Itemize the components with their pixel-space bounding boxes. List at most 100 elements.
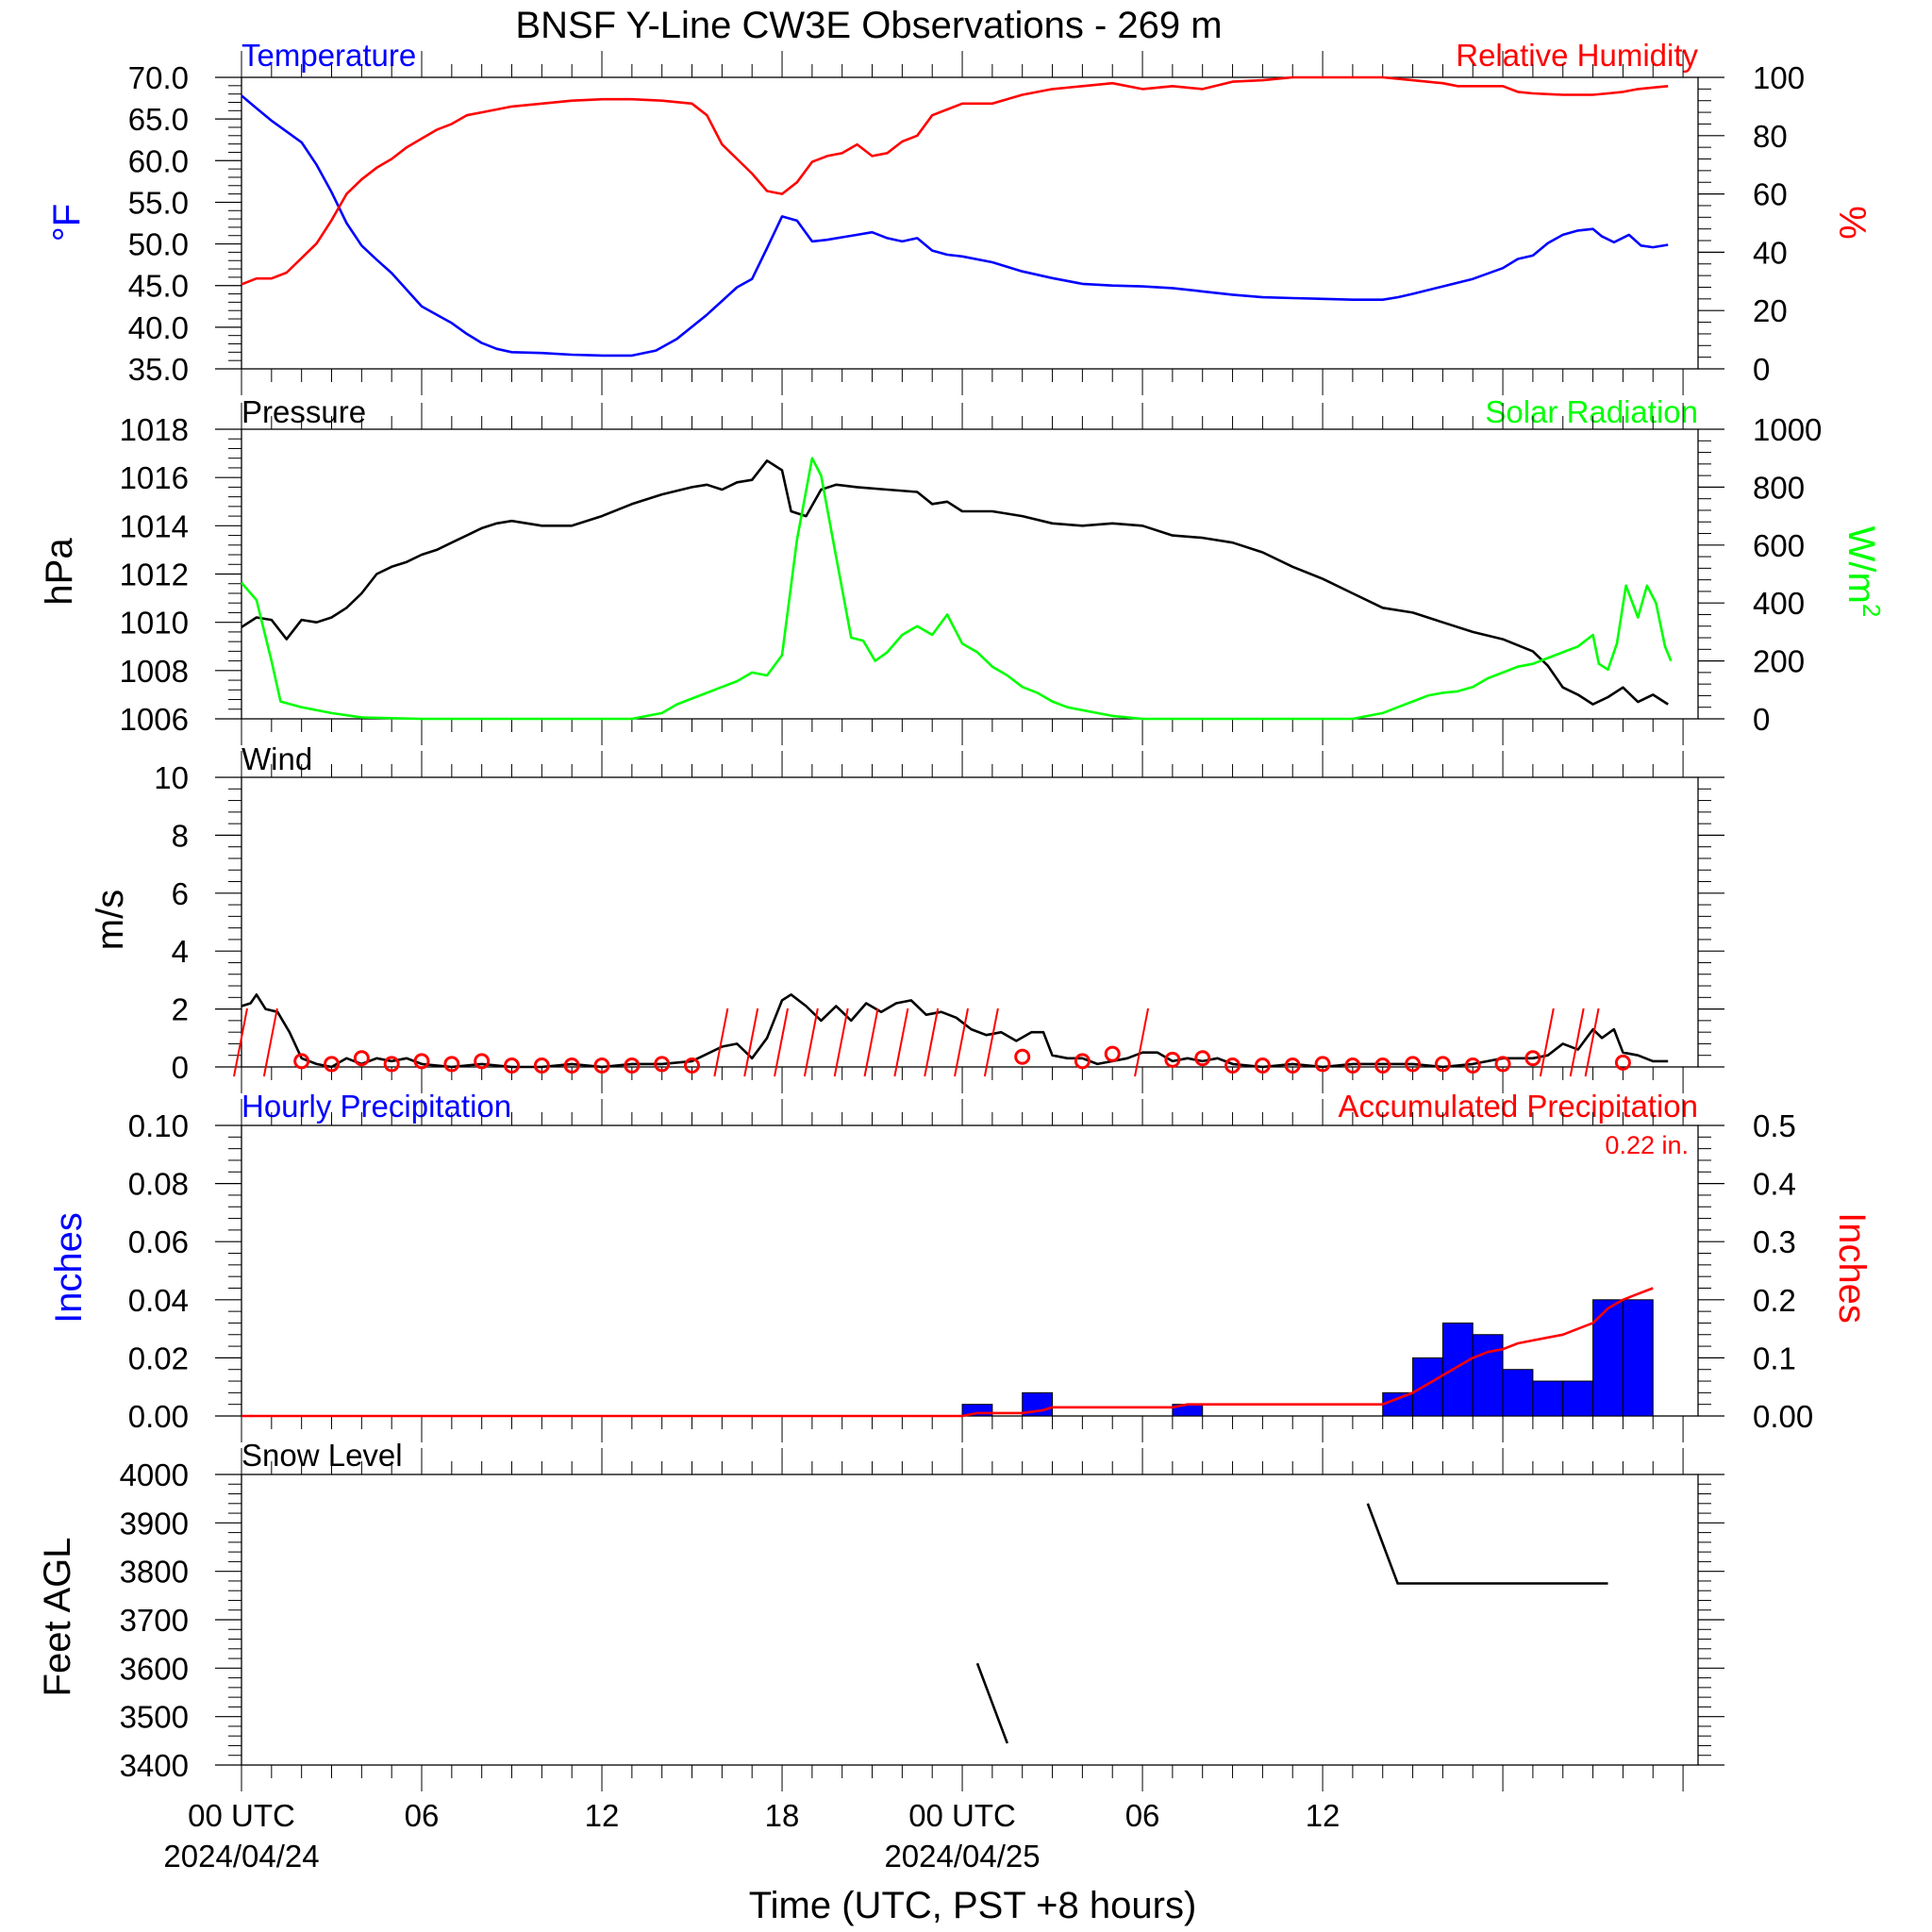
y2-tick-label: 0.00 <box>1753 1399 1813 1434</box>
y-tick-label: 8 <box>172 818 189 853</box>
y2-tick-label: 400 <box>1753 586 1805 621</box>
calm-wind-marker <box>1284 1057 1301 1074</box>
y-tick-label: 0.10 <box>128 1108 189 1143</box>
calm-wind-marker <box>324 1056 341 1073</box>
y2-tick-label: 20 <box>1753 293 1788 328</box>
temperature-humidity-panel: Temperature Relative Humidity °F % 35.0 4… <box>46 38 1873 395</box>
precip-bar <box>1502 1369 1534 1417</box>
calm-wind-marker <box>1344 1057 1361 1074</box>
y2-tick-label: 0 <box>1753 702 1770 737</box>
calm-wind-marker <box>1614 1054 1631 1071</box>
temperature-line <box>241 94 1669 358</box>
calm-wind-marker <box>1524 1050 1541 1067</box>
time-axis-label: Time (UTC, PST +8 hours) <box>749 1885 1197 1926</box>
calm-wind-marker <box>413 1053 430 1070</box>
y2-tick-label: 40 <box>1753 235 1788 270</box>
y2-tick-label: 60 <box>1753 177 1788 212</box>
wind-barb <box>1569 1008 1585 1077</box>
calm-wind-marker <box>1464 1057 1481 1074</box>
snow-level-title: Snow Level <box>242 1438 403 1473</box>
y-tick-label: 3900 <box>120 1506 189 1541</box>
y2-tick-label: 0.2 <box>1753 1283 1796 1318</box>
y2-tick-label: 800 <box>1753 470 1805 505</box>
precip-bar <box>1412 1357 1443 1417</box>
calm-wind-marker <box>1104 1045 1121 1062</box>
calm-wind-marker <box>293 1053 310 1070</box>
y-tick-label: 3700 <box>120 1603 189 1638</box>
y-tick-label: 1016 <box>120 460 189 495</box>
y-tick-label: 4000 <box>120 1457 189 1492</box>
y-tick-label: 6 <box>172 876 189 911</box>
y-tick-label: 0.02 <box>128 1341 189 1375</box>
y2-tick-label: 1000 <box>1753 412 1822 447</box>
wind-barb <box>1584 1008 1600 1077</box>
precip-bar <box>1562 1380 1594 1417</box>
calm-wind-marker <box>1374 1057 1391 1074</box>
plot-frame <box>241 76 1699 370</box>
precip-bar <box>1382 1391 1414 1417</box>
y-tick-label: 0.00 <box>128 1399 189 1434</box>
x-tick-label: 12 <box>585 1798 620 1833</box>
y-tick-label: 50.0 <box>128 227 189 262</box>
wind-barb <box>983 1008 999 1077</box>
calm-wind-marker <box>1254 1057 1271 1074</box>
snow-level-axis-label: Feet AGL <box>37 1538 78 1697</box>
y-tick-label: 45.0 <box>128 269 189 304</box>
plot-frame <box>241 776 1699 1068</box>
x-tick-label: 06 <box>1125 1798 1160 1833</box>
calm-wind-marker <box>1074 1053 1091 1070</box>
y-tick-label: 1012 <box>120 558 189 592</box>
calm-wind-marker <box>1224 1057 1241 1074</box>
figure-title: BNSF Y-Line CW3E Observations - 269 m <box>515 5 1222 46</box>
precip-bar <box>1441 1322 1474 1417</box>
wind-barb <box>743 1008 759 1077</box>
calm-wind-marker <box>684 1057 701 1074</box>
calm-wind-marker <box>563 1057 580 1074</box>
solar-radiation-line <box>241 457 1673 721</box>
x-tick-label: 12 <box>1306 1798 1341 1833</box>
calm-wind-marker <box>1314 1056 1331 1073</box>
wind-barb <box>713 1008 729 1077</box>
x-tick-label: 18 <box>765 1798 800 1833</box>
y-tick-label: 10 <box>154 760 189 795</box>
wind-barb <box>233 1008 248 1077</box>
solar-title: Solar Radiation <box>1485 394 1698 429</box>
calm-wind-marker <box>504 1057 521 1074</box>
accumulated-precipitation-line <box>242 1287 1654 1418</box>
calm-wind-marker <box>1014 1048 1031 1065</box>
temperature-title: Temperature <box>242 38 416 73</box>
y-tick-label: 1018 <box>120 412 189 447</box>
calm-wind-marker <box>474 1053 491 1070</box>
calm-wind-marker <box>1434 1056 1451 1073</box>
calm-wind-marker <box>654 1056 671 1073</box>
x-date-label: 2024/04/24 <box>163 1839 319 1874</box>
y-tick-label: 0.04 <box>128 1283 189 1318</box>
hourly-precip-axis-label: Inches <box>48 1212 90 1324</box>
y2-tick-label: 0 <box>1753 352 1770 387</box>
y2-tick-label: 80 <box>1753 119 1788 154</box>
y-tick-label: 2 <box>172 992 189 1027</box>
accum-precip-axis-label: Inches <box>1831 1212 1873 1324</box>
x-tick-label: 00 UTC <box>908 1798 1016 1833</box>
y-tick-label: 35.0 <box>128 352 189 387</box>
y2-tick-label: 0.3 <box>1753 1224 1796 1259</box>
wind-barb <box>803 1008 819 1077</box>
calm-wind-marker <box>593 1057 610 1074</box>
y-tick-label: 0.06 <box>128 1224 189 1259</box>
wind-barb <box>1539 1008 1555 1077</box>
wind-barb <box>833 1008 849 1077</box>
wind-barb <box>893 1008 909 1077</box>
temperature-axis-label: °F <box>46 204 88 242</box>
calm-wind-marker <box>1494 1056 1511 1073</box>
wind-barb <box>1134 1008 1150 1077</box>
plot-frame <box>241 428 1699 720</box>
x-tick-label: 00 UTC <box>188 1798 295 1833</box>
pressure-axis-label: hPa <box>39 538 80 606</box>
precip-bar <box>1622 1299 1654 1417</box>
y-tick-label: 3600 <box>120 1651 189 1686</box>
y-tick-label: 1006 <box>120 702 189 737</box>
y-tick-label: 0 <box>172 1050 189 1085</box>
wind-title: Wind <box>242 741 312 776</box>
y-tick-label: 3500 <box>120 1700 189 1735</box>
